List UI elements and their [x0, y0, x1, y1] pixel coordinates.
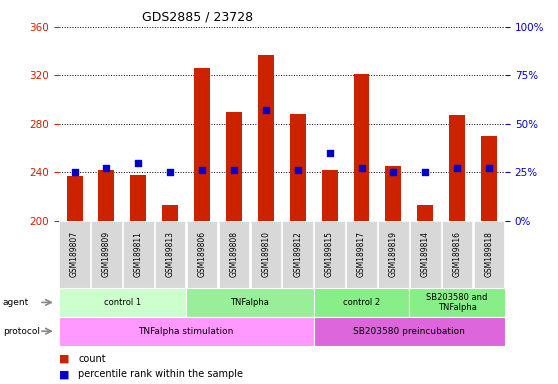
- Point: [229, 167, 238, 174]
- Text: protocol: protocol: [3, 327, 40, 336]
- Point: [70, 169, 79, 175]
- Text: GSM189812: GSM189812: [294, 232, 302, 277]
- Point: [134, 160, 143, 166]
- Point: [325, 150, 334, 156]
- Text: GSM189808: GSM189808: [229, 232, 238, 277]
- Text: ■: ■: [59, 354, 69, 364]
- Text: SB203580 preincubation: SB203580 preincubation: [353, 327, 465, 336]
- Text: GSM189809: GSM189809: [102, 231, 111, 278]
- Point: [357, 166, 366, 172]
- Text: GSM189813: GSM189813: [166, 232, 175, 277]
- Bar: [66, 176, 83, 221]
- Text: agent: agent: [3, 298, 29, 307]
- Point: [294, 167, 302, 174]
- Text: TNFalpha stimulation: TNFalpha stimulation: [138, 327, 234, 336]
- Point: [389, 169, 398, 175]
- Text: control 2: control 2: [343, 298, 380, 307]
- Text: SB203580 and
TNFalpha: SB203580 and TNFalpha: [426, 293, 488, 312]
- Text: GSM189814: GSM189814: [421, 232, 430, 277]
- Text: GSM189816: GSM189816: [453, 232, 461, 277]
- Bar: [162, 205, 178, 221]
- Text: GSM189810: GSM189810: [261, 232, 270, 277]
- Point: [198, 167, 206, 174]
- Bar: [226, 112, 242, 221]
- Point: [421, 169, 430, 175]
- Bar: [290, 114, 306, 221]
- Bar: [131, 175, 146, 221]
- Text: GSM189818: GSM189818: [484, 232, 493, 277]
- Bar: [258, 55, 274, 221]
- Bar: [481, 136, 497, 221]
- Point: [453, 166, 461, 172]
- Text: control 1: control 1: [104, 298, 141, 307]
- Text: GSM189817: GSM189817: [357, 232, 366, 277]
- Point: [166, 169, 175, 175]
- Text: GSM189811: GSM189811: [134, 232, 143, 277]
- Bar: [417, 205, 433, 221]
- Text: TNFalpha: TNFalpha: [230, 298, 270, 307]
- Point: [102, 166, 111, 172]
- Text: GDS2885 / 23728: GDS2885 / 23728: [142, 10, 253, 23]
- Text: GSM189819: GSM189819: [389, 232, 398, 277]
- Bar: [98, 170, 114, 221]
- Point: [484, 166, 493, 172]
- Text: count: count: [78, 354, 106, 364]
- Bar: [386, 166, 401, 221]
- Text: percentile rank within the sample: percentile rank within the sample: [78, 369, 243, 379]
- Bar: [194, 68, 210, 221]
- Bar: [449, 115, 465, 221]
- Text: ■: ■: [59, 369, 69, 379]
- Point: [261, 107, 270, 113]
- Text: GSM189815: GSM189815: [325, 232, 334, 277]
- Text: GSM189806: GSM189806: [198, 231, 206, 278]
- Bar: [354, 74, 369, 221]
- Bar: [321, 170, 338, 221]
- Text: GSM189807: GSM189807: [70, 231, 79, 278]
